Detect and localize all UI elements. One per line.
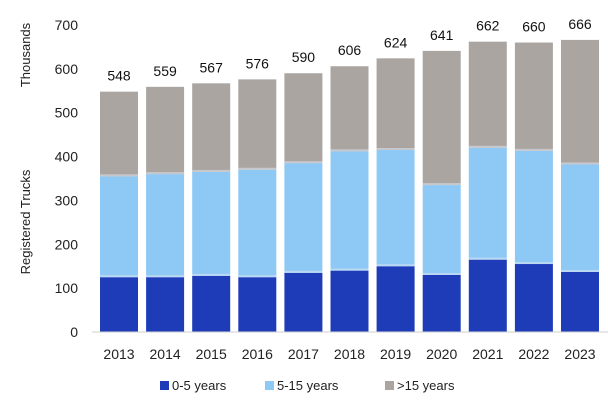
segment-divider (192, 169, 231, 172)
y-axis-label: Registered Trucks (18, 169, 33, 274)
bar-segment-15-years (238, 79, 277, 170)
total-label: 590 (292, 49, 316, 65)
x-tick-label: 2023 (564, 346, 595, 362)
legend-label: >15 years (397, 378, 455, 393)
x-tick-label: 2020 (426, 346, 457, 362)
segment-divider (146, 172, 185, 175)
bar-segment-0-5-years (468, 259, 507, 332)
y-tick-label: 200 (55, 236, 79, 252)
x-tick-label: 2022 (518, 346, 549, 362)
segment-divider (376, 147, 415, 150)
x-tick-label: 2014 (150, 346, 181, 362)
segment-divider (192, 273, 231, 276)
y-tick-label: 100 (55, 280, 79, 296)
bar-segment-15-years (284, 73, 323, 164)
x-tick-label: 2017 (288, 346, 319, 362)
segment-divider (561, 269, 599, 272)
segment-divider (330, 149, 369, 152)
bar-segment-5-15-years (376, 149, 415, 267)
segment-divider (422, 272, 461, 275)
total-label: 666 (568, 16, 592, 32)
total-label: 624 (384, 34, 408, 50)
segment-divider (376, 264, 415, 267)
x-tick-label: 2019 (380, 346, 411, 362)
bar-segment-5-15-years (146, 174, 185, 278)
bar-segment-0-5-years (376, 266, 415, 332)
bar-segment-15-years (376, 58, 415, 150)
segment-divider (238, 275, 277, 278)
y-tick-label: 600 (55, 61, 79, 77)
bar-segment-0-5-years (422, 274, 461, 332)
x-tick-label: 2018 (334, 346, 365, 362)
total-label: 576 (246, 55, 270, 71)
bar-segment-5-15-years (100, 176, 138, 278)
y-axis-ticks: 0 100 200 300 400 500 600 700 (55, 17, 79, 340)
x-tick-label: 2015 (196, 346, 227, 362)
bar-segment-0-5-years (192, 275, 231, 332)
bar-segment-0-5-years (514, 264, 553, 332)
bar-segment-5-15-years (330, 151, 369, 271)
segment-divider (284, 270, 323, 273)
bar-segment-5-15-years (514, 150, 553, 265)
segment-divider (100, 275, 138, 278)
segment-divider (100, 174, 138, 177)
bar-segment-5-15-years (238, 169, 277, 278)
segment-divider (422, 183, 461, 186)
segment-divider (284, 161, 323, 164)
total-label: 662 (476, 18, 500, 34)
y-tick-label: 300 (55, 192, 79, 208)
bar-segment-15-years (192, 83, 231, 172)
bar-segment-0-5-years (284, 272, 323, 332)
bar-segment-15-years (561, 39, 599, 165)
legend-swatch (160, 381, 169, 390)
legend-swatch (265, 381, 274, 390)
segment-divider (238, 167, 277, 170)
bar-segment-15-years (422, 50, 461, 186)
y-tick-label: 500 (55, 105, 79, 121)
bar-segment-0-5-years (238, 277, 277, 332)
bar-segment-0-5-years (146, 277, 185, 332)
bar-segment-0-5-years (100, 277, 138, 332)
x-tick-label: 2016 (242, 346, 273, 362)
bar-segment-15-years (100, 91, 138, 177)
bar-segment-15-years (468, 41, 507, 148)
x-tick-label: 2013 (103, 346, 134, 362)
total-label: 559 (153, 63, 177, 79)
total-label: 660 (522, 19, 546, 35)
legend-label: 5-15 years (277, 378, 339, 393)
y-axis-unit: Thousands (18, 22, 33, 87)
bar-segment-5-15-years (284, 163, 323, 273)
bar-segment-15-years (330, 66, 369, 152)
bar-segment-5-15-years (422, 185, 461, 275)
legend-label: 0-5 years (172, 378, 227, 393)
total-label: 606 (338, 42, 362, 58)
y-tick-label: 0 (70, 324, 78, 340)
total-label: 641 (430, 27, 454, 43)
x-axis-ticks: 2013 2014 2015 2016 2017 2018 2019 2020 2021 2022… (103, 346, 595, 362)
segment-divider (146, 275, 185, 278)
segment-divider (468, 145, 507, 148)
bar-segment-5-15-years (468, 147, 507, 260)
total-labels: 548 559 567 576 590 606 624 641 662 660 666 (107, 16, 592, 84)
bar-segment-5-15-years (561, 164, 599, 272)
legend: 0-5 years 5-15 years >15 years (160, 378, 455, 393)
y-tick-label: 400 (55, 149, 79, 165)
bars (100, 39, 599, 332)
segment-divider (330, 268, 369, 271)
x-tick-label: 2021 (472, 346, 503, 362)
segment-divider (514, 262, 553, 265)
bar-segment-15-years (146, 86, 185, 175)
segment-divider (561, 162, 599, 165)
bar-segment-0-5-years (330, 270, 369, 332)
y-tick-label: 700 (55, 17, 79, 33)
segment-divider (514, 148, 553, 151)
legend-swatch (385, 381, 394, 390)
bar-segment-15-years (514, 42, 553, 151)
bar-segment-0-5-years (561, 271, 599, 332)
total-label: 548 (107, 68, 131, 84)
bar-segment-5-15-years (192, 171, 231, 276)
segment-divider (468, 257, 507, 260)
total-label: 567 (200, 59, 224, 75)
